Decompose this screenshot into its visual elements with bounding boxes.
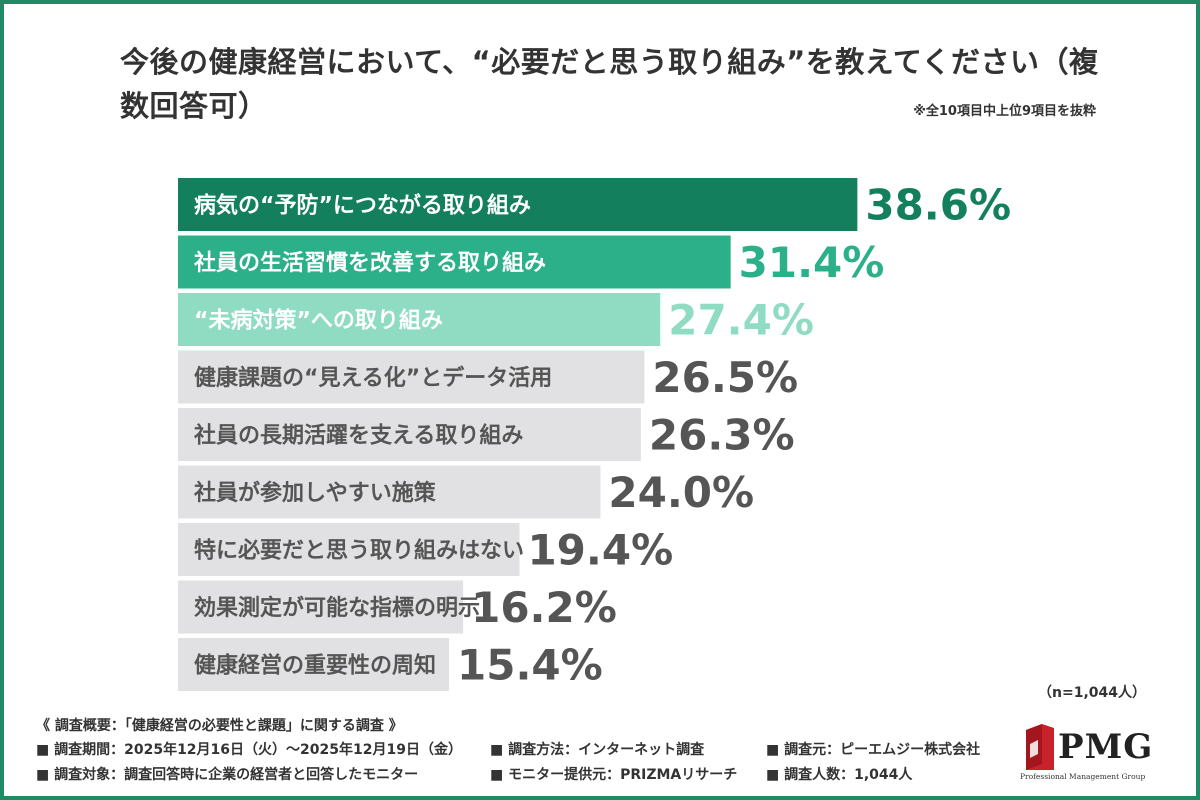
bar-label-1: 病気の“予防”につながる取り組み bbox=[194, 193, 531, 219]
bar-label-5: 社員の長期活躍を支える取り組み bbox=[194, 423, 523, 449]
note-text: ※全10項目中上位9項目を抜粋 bbox=[913, 104, 1096, 119]
value-label-7: 19.4% bbox=[527, 526, 673, 575]
survey-source: ■ 調査元：ピーエムジー株式会社 bbox=[766, 742, 981, 758]
bar-5 bbox=[178, 408, 641, 461]
value-label-9: 15.4% bbox=[457, 641, 603, 690]
survey-respondents: ■ 調査人数：1,044人 bbox=[766, 767, 913, 783]
value-label-6: 24.0% bbox=[608, 468, 754, 517]
survey-row-1: ■ 調査期間：2025年12月16日（火）～2025年12月19日（金） ■ 調… bbox=[36, 738, 1016, 763]
bar-4 bbox=[178, 350, 645, 404]
survey-target: ■ 調査対象：調査回答時に企業の経営者と回答したモニター bbox=[36, 767, 419, 783]
bar-9 bbox=[178, 638, 450, 691]
survey-heading: 《 調査概要：「健康経営の必要性と課題」に関する調査 》 bbox=[36, 718, 403, 734]
chart-title: 今後の健康経営において、“必要だと思う取り組み”を教えてください（複数回答可） bbox=[120, 45, 1099, 123]
survey-provider: ■ モニター提供元：PRIZMAリサーチ bbox=[490, 767, 738, 783]
bar-1 bbox=[178, 178, 858, 231]
bar-3 bbox=[178, 293, 661, 346]
sample-size: （n=1,044人） bbox=[1038, 685, 1146, 701]
value-label-1: 38.6% bbox=[865, 181, 1011, 230]
bar-label-3: “未病対策”への取り組み bbox=[194, 308, 443, 334]
bar-label-9: 健康経営の重要性の周知 bbox=[194, 653, 436, 679]
value-label-2: 31.4% bbox=[739, 238, 885, 287]
value-label-4: 26.5% bbox=[652, 353, 798, 402]
bar-label-7: 特に必要だと思う取り組みはない bbox=[194, 538, 524, 564]
bar-label-4: 健康課題の“見える化”とデータ活用 bbox=[194, 365, 552, 391]
value-label-3: 27.4% bbox=[668, 296, 814, 345]
bar-2 bbox=[178, 235, 731, 289]
survey-summary: 《 調査概要：「健康経営の必要性と課題」に関する調査 》 ■ 調査期間：2025… bbox=[36, 714, 1016, 788]
survey-method: ■ 調査方法：インターネット調査 bbox=[490, 742, 705, 758]
logo-text: PMG bbox=[1058, 727, 1154, 767]
bar-label-8: 効果測定が可能な指標の明示 bbox=[194, 595, 480, 621]
value-label-8: 16.2% bbox=[471, 583, 617, 632]
survey-row-2: ■ 調査対象：調査回答時に企業の経営者と回答したモニター ■ モニター提供元：P… bbox=[36, 763, 1016, 788]
bar-label-2: 社員の生活習慣を改善する取り組み bbox=[194, 250, 546, 276]
bar-label-6: 社員が参加しやすい施策 bbox=[194, 480, 437, 506]
bar-6 bbox=[178, 465, 601, 519]
value-label-5: 26.3% bbox=[649, 411, 795, 460]
survey-period: ■ 調査期間：2025年12月16日（火）～2025年12月19日（金） bbox=[36, 742, 462, 758]
bar-8 bbox=[178, 580, 464, 634]
pmg-logo: PMG Professional Management Group bbox=[1018, 722, 1168, 788]
bar-7 bbox=[178, 523, 520, 576]
logo-subtitle: Professional Management Group bbox=[1020, 772, 1146, 781]
logo-mark-icon bbox=[1026, 724, 1054, 770]
